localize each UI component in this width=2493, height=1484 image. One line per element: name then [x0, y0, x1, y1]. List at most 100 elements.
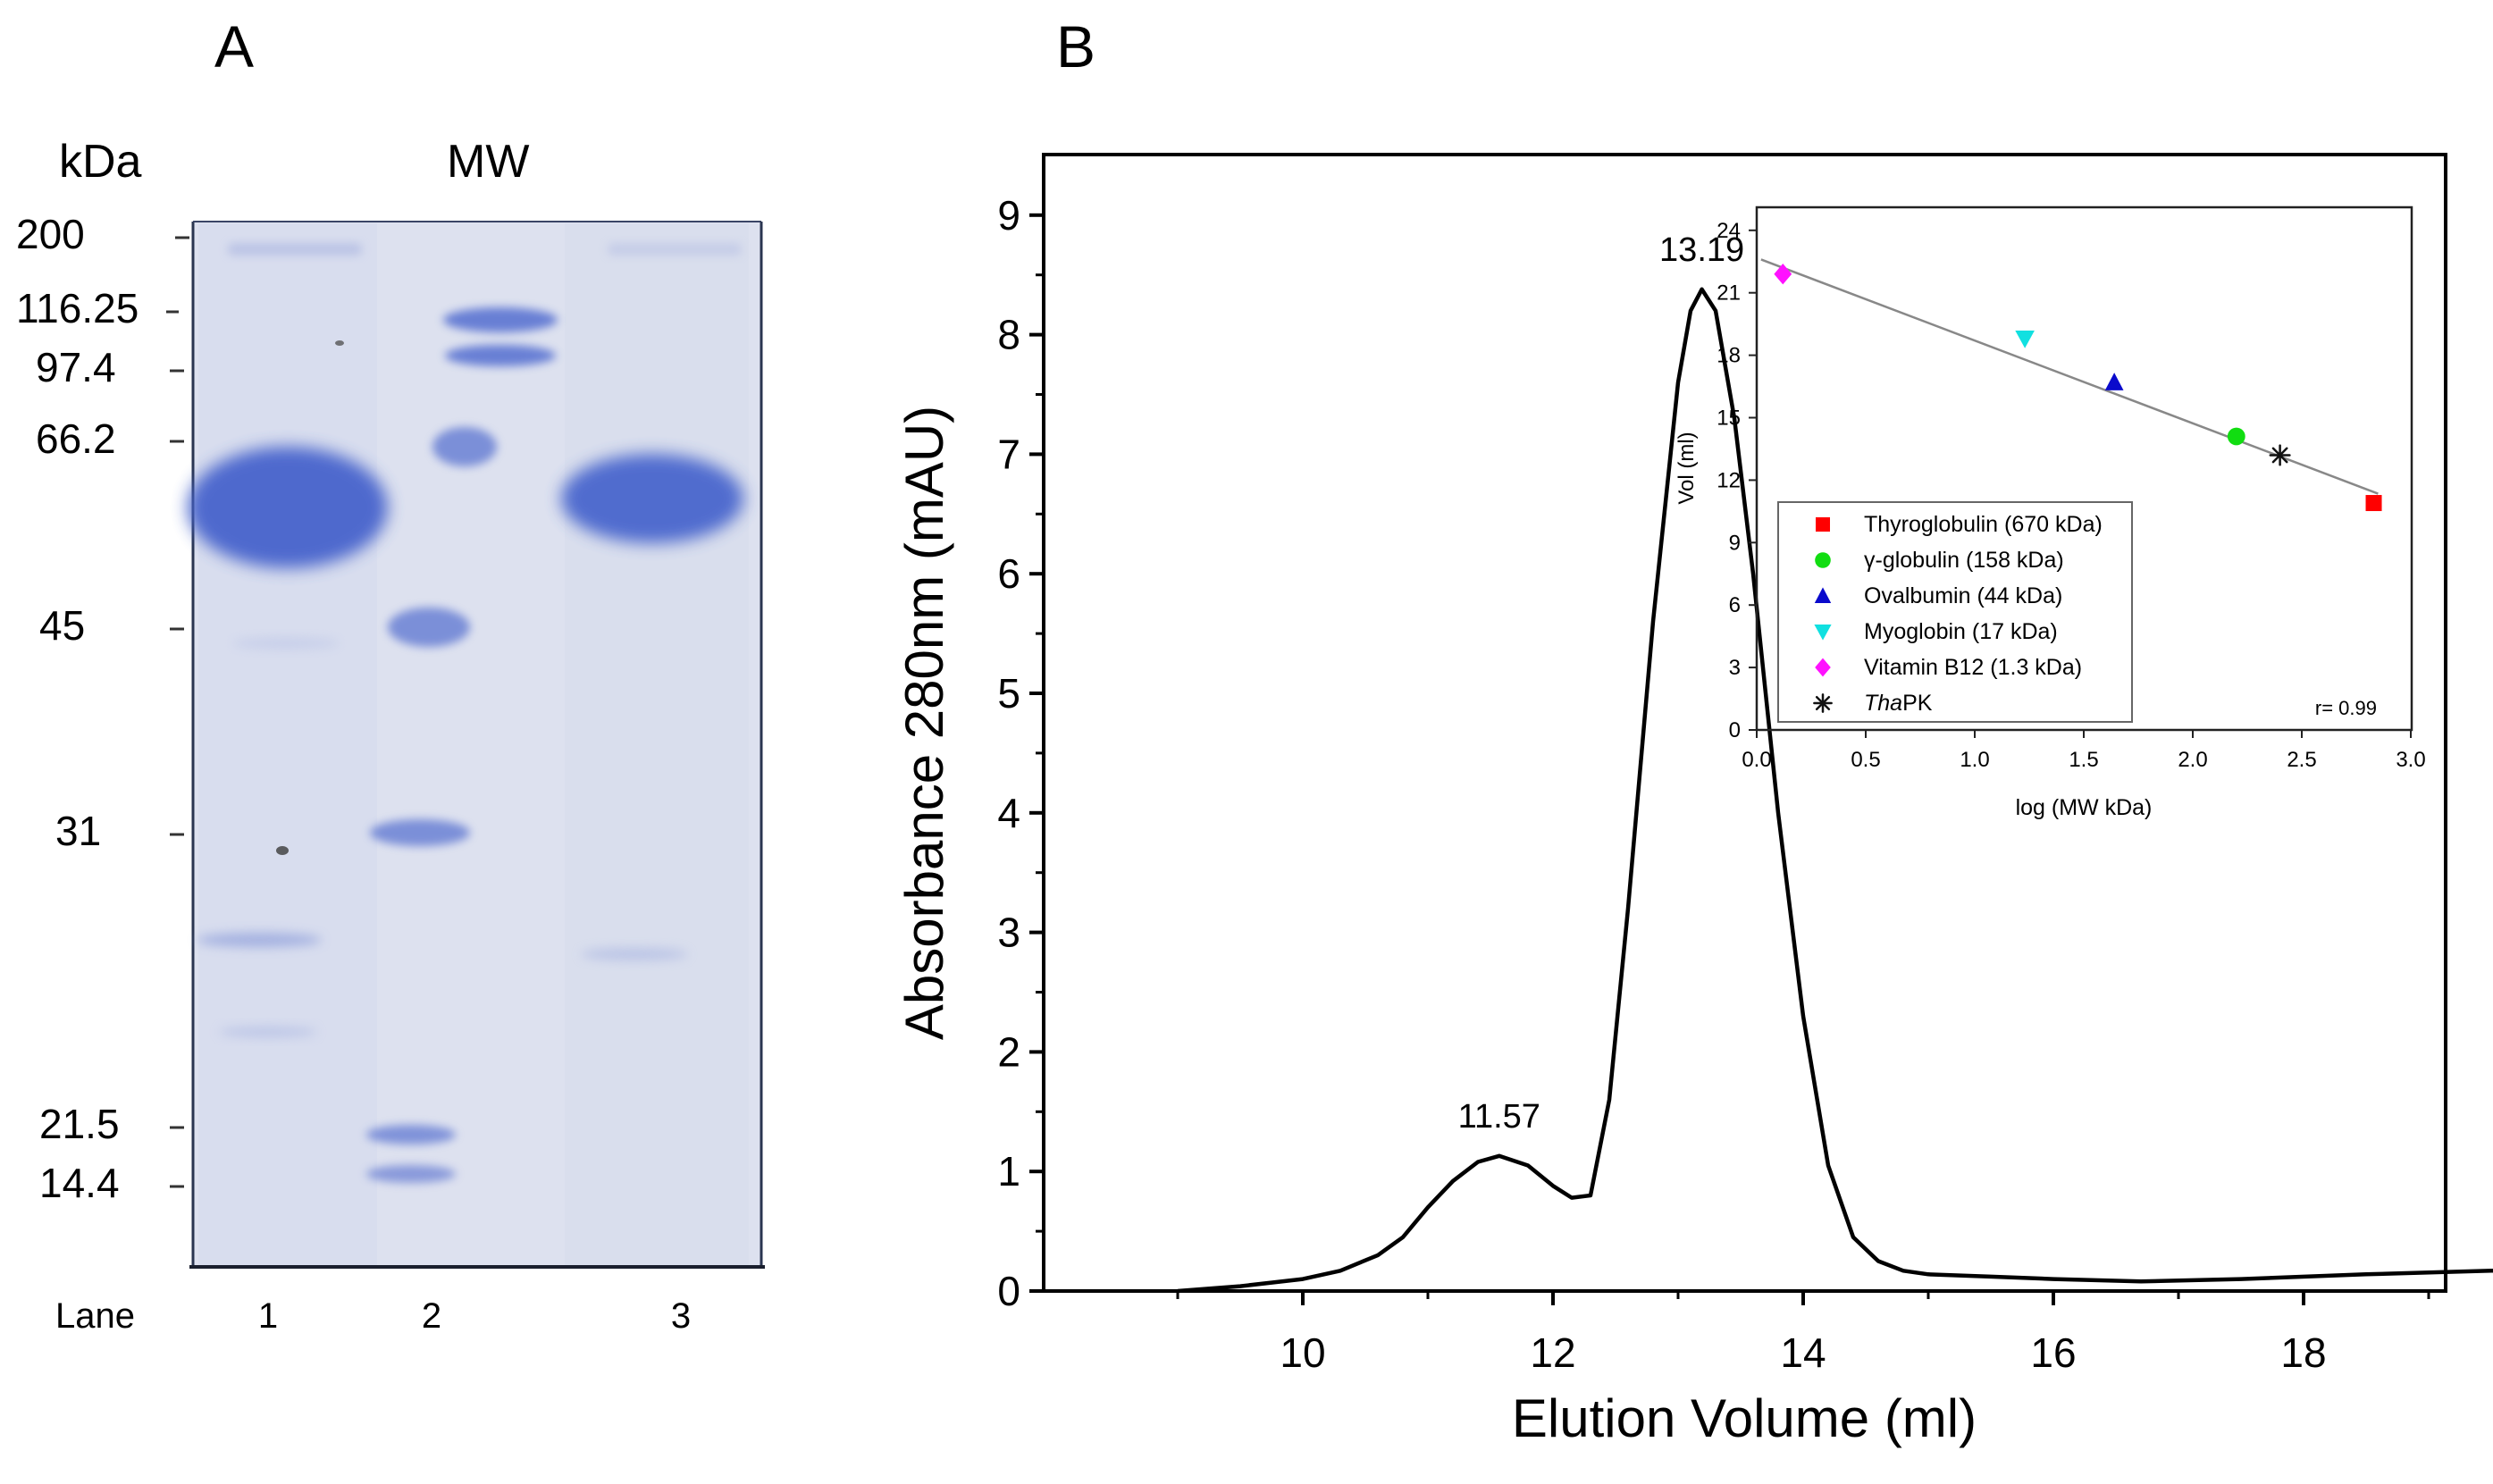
- lane-number: 3: [671, 1296, 691, 1336]
- y-tick-label: 6: [997, 550, 1020, 597]
- kda-unit-label: kDa: [59, 136, 142, 188]
- calibration-point: [2104, 373, 2124, 390]
- y-tick-label: 0: [997, 1268, 1020, 1314]
- well-trace-lane3: [608, 243, 742, 256]
- legend-marker: [1815, 552, 1831, 568]
- legend-marker: [1816, 517, 1830, 532]
- lane-number: 1: [258, 1296, 278, 1336]
- calibration-fit-line: [1760, 258, 2379, 495]
- inset-x-tick-label: 0.5: [1851, 748, 1880, 772]
- marker-label: 45: [39, 602, 85, 649]
- main-plot-frame: [1042, 153, 2447, 1293]
- y-tick-label: 5: [997, 670, 1020, 717]
- inset-x-tick-label: 1.5: [2069, 748, 2098, 772]
- legend-marker: [1813, 693, 1833, 713]
- inset-legend: Thyroglobulin (670 kDa) γ-globulin (158 …: [1777, 501, 2377, 723]
- marker-label: 116.25: [16, 285, 138, 331]
- x-tick-label: 12: [1530, 1329, 1575, 1376]
- panel-b-letter: B: [1056, 13, 1095, 80]
- inset-x-tick-labels: 0.0 0.5 1.0 1.5 2.0 2.5 3.0: [1742, 748, 2425, 772]
- legend-marker: [1815, 658, 1831, 677]
- band-ladder-66: [432, 427, 497, 466]
- y-tick-label: 8: [997, 312, 1020, 358]
- x-tick-label: 18: [2280, 1329, 2326, 1376]
- inset-y-axis-title: Vol (ml): [1675, 432, 1699, 504]
- legend-marker: [1814, 625, 1832, 641]
- legend-label-thapk: ThaPK: [1864, 691, 1933, 716]
- inset-y-tick-label: 6: [1729, 593, 1741, 617]
- lane-number: 2: [422, 1296, 441, 1336]
- y-tick-label: 9: [997, 192, 1020, 239]
- calibration-point: [2365, 495, 2382, 512]
- band-ladder-14: [366, 1165, 456, 1183]
- y-axis-title: Absorbance 280nm (mAU): [894, 406, 954, 1040]
- calibration-points: [1774, 264, 2382, 512]
- calibration-point: [2015, 330, 2035, 348]
- marker-label: 14.4: [39, 1160, 120, 1206]
- inset-x-tick-label: 2.0: [2178, 748, 2207, 772]
- gel-tint-lane1: [198, 223, 377, 1265]
- inset-y-tick-label: 12: [1717, 468, 1741, 492]
- inset-x-tick-label: 3.0: [2396, 748, 2425, 772]
- band-lane1-main: [188, 447, 388, 568]
- y-tick-label: 7: [997, 431, 1020, 477]
- gel-speck: [276, 846, 289, 855]
- band-ladder-21: [366, 1125, 456, 1144]
- calibration-point: [2269, 444, 2291, 466]
- inset-ticks: [1749, 229, 2412, 738]
- band-ladder-45: [388, 608, 470, 647]
- y-tick-label: 3: [997, 910, 1020, 956]
- y-tick-label: 1: [997, 1148, 1020, 1195]
- legend-label-ovalbumin: Ovalbumin (44 kDa): [1864, 583, 2062, 608]
- band-ladder-31: [370, 819, 470, 846]
- inset-y-tick-label: 18: [1717, 344, 1741, 368]
- y-tick-label: 2: [997, 1028, 1020, 1075]
- inset-plot-frame: [1755, 205, 2413, 732]
- legend-label-thapk-rest: PK: [1902, 691, 1933, 716]
- marker-label: 200: [16, 211, 85, 257]
- legend-box: [1777, 501, 2133, 723]
- panel-a: A kDa MW: [16, 13, 765, 1336]
- x-tick-label: 10: [1280, 1329, 1325, 1376]
- legend-label-vitamin-b12: Vitamin B12 (1.3 kDa): [1864, 655, 2082, 680]
- elution-curve: [1177, 287, 2493, 1294]
- main-x-tick-labels: 10 12 14 16 18 20 22 24: [1280, 1329, 2326, 1376]
- calibration-point: [1774, 264, 1792, 285]
- legend-markers: [1813, 517, 1833, 713]
- lane-labels: Lane 1 2 3: [55, 1296, 691, 1336]
- panel-a-letter: A: [214, 13, 254, 80]
- main-y-tick-labels: 0 1 2 3 4 5 6 7 8 9: [997, 192, 1020, 1314]
- well-trace-lane1: [228, 243, 362, 256]
- calibration-inset: 0.0 0.5 1.0 1.5 2.0 2.5 3.0 0 3 6 9 12 1…: [1675, 205, 2426, 820]
- inset-x-axis-title: log (MW kDa): [2016, 795, 2153, 820]
- band-lane1-minor-a: [197, 933, 322, 947]
- legend-label-thapk-italic: Tha: [1864, 691, 1902, 716]
- inset-y-tick-label: 21: [1717, 281, 1741, 306]
- legend-marker: [1814, 587, 1832, 603]
- inset-y-tick-label: 15: [1717, 407, 1741, 431]
- inset-y-tick-label: 9: [1729, 531, 1741, 555]
- correlation-label: r= 0.99: [2315, 697, 2377, 719]
- gel-image: [188, 221, 765, 1269]
- band-lane1-minor-b: [219, 1027, 317, 1037]
- legend-marker-stroke: [1815, 695, 1831, 711]
- inset-x-tick-label: 2.5: [2287, 748, 2316, 772]
- marker-label: 66.2: [36, 415, 116, 462]
- marker-label: 21.5: [39, 1101, 120, 1147]
- elution-chart: 10 12 14 16 18 20 22 24 0 1 2 3 4 5 6 7 …: [894, 153, 2493, 1448]
- y-tick-label: 4: [997, 790, 1020, 836]
- x-tick-label: 16: [2030, 1329, 2076, 1376]
- x-axis-title: Elution Volume (ml): [1512, 1388, 1977, 1448]
- band-ladder-116: [443, 307, 558, 332]
- legend-label-thyroglobulin: Thyroglobulin (670 kDa): [1864, 512, 2103, 537]
- inset-y-tick-label: 3: [1729, 656, 1741, 680]
- inset-y-tick-label: 0: [1729, 718, 1741, 742]
- band-lane1-minor-c: [232, 638, 340, 649]
- marker-labels: 200 116.25 97.4 66.2 45 31 21.5 14.4: [16, 211, 189, 1206]
- inset-x-tick-label: 0.0: [1742, 748, 1771, 772]
- marker-label: 31: [55, 808, 101, 854]
- peak-label-major: 13.19: [1659, 231, 1744, 269]
- gel-speck: [335, 340, 344, 346]
- calibration-point-stroke: [2271, 447, 2288, 464]
